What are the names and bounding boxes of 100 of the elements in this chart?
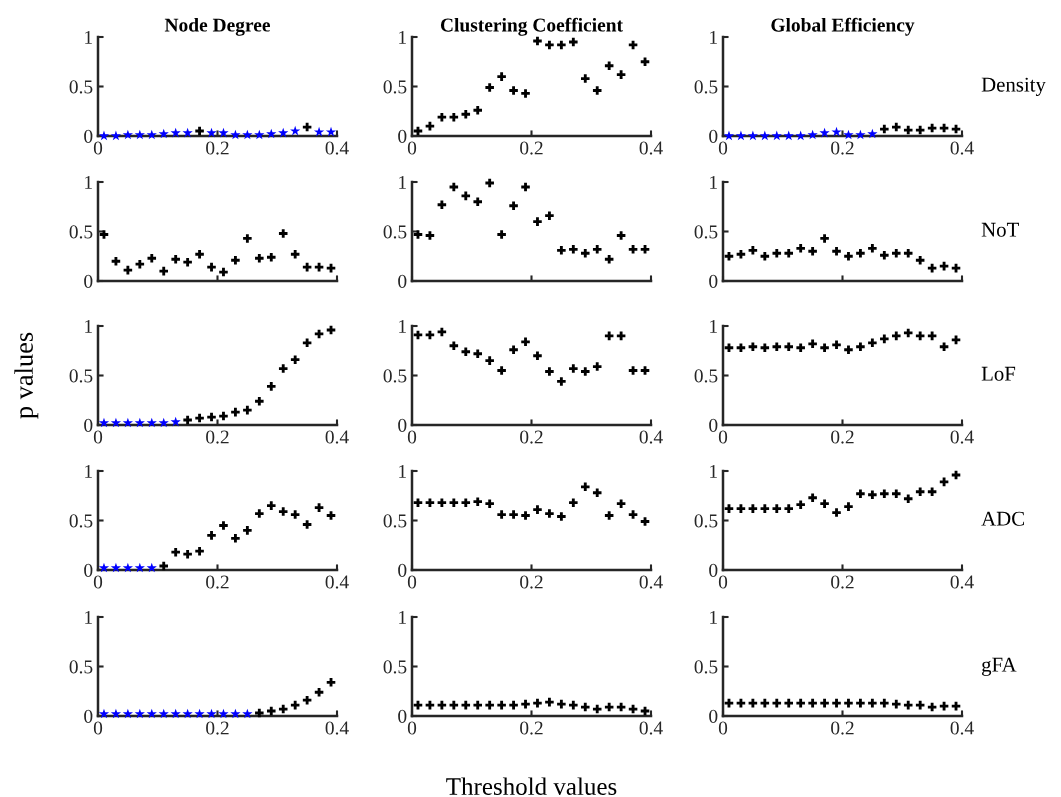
y-tick-label: 0.5: [383, 514, 407, 528]
point: [509, 510, 518, 519]
point: [170, 416, 181, 427]
point: [110, 130, 122, 141]
point: [545, 509, 554, 518]
point: [545, 211, 554, 220]
point: [302, 695, 312, 705]
point: [485, 700, 494, 710]
point: [171, 547, 180, 557]
point: [509, 700, 518, 710]
x-tick-label: 0.2: [520, 575, 543, 589]
y-tick-label: 1: [399, 30, 406, 44]
point: [497, 366, 506, 375]
point: [182, 708, 193, 719]
y-tick-label: 0.5: [69, 225, 93, 239]
point: [844, 251, 853, 261]
point: [122, 562, 133, 573]
point: [98, 708, 110, 719]
point: [218, 708, 229, 719]
point: [290, 700, 300, 710]
point: [939, 477, 949, 487]
point: [533, 505, 542, 514]
y-tick-label: 0.5: [383, 80, 407, 94]
y-tick-label: 0.5: [69, 80, 93, 94]
point: [485, 356, 494, 365]
point: [604, 61, 614, 70]
point: [314, 329, 324, 339]
x-tick-label: 0.2: [206, 430, 229, 444]
point: [278, 229, 288, 238]
point: [628, 245, 638, 254]
point: [230, 708, 241, 719]
point: [134, 708, 145, 719]
point: [134, 129, 145, 140]
y-tick-label: 0: [709, 563, 718, 577]
point: [533, 351, 542, 360]
point: [844, 345, 853, 355]
point: [808, 247, 817, 256]
y-tick-label: 0.5: [694, 80, 718, 94]
y-tick-label: 1: [399, 610, 406, 624]
chart-title: Node Degree: [164, 17, 270, 36]
point: [134, 562, 145, 573]
y-tick-label: 1: [710, 175, 717, 189]
y-tick-label: 0: [398, 129, 407, 143]
point: [123, 265, 133, 275]
point: [772, 249, 782, 258]
point: [832, 340, 841, 350]
point: [820, 343, 829, 353]
point: [604, 254, 614, 264]
point: [461, 109, 471, 119]
point: [461, 191, 471, 201]
point: [580, 482, 590, 492]
point: [219, 521, 228, 530]
point: [158, 708, 169, 719]
point: [939, 261, 949, 271]
text: gFA: [982, 657, 1017, 676]
point: [110, 708, 122, 719]
x-tick-label: 0.4: [325, 430, 349, 444]
point: [927, 331, 937, 341]
point: [521, 337, 530, 347]
point: [461, 347, 471, 357]
point: [497, 230, 506, 239]
y-axis-title: p values: [14, 332, 39, 419]
point: [545, 367, 554, 376]
y-tick-label: 0.5: [694, 514, 718, 528]
point: [159, 266, 169, 276]
point: [449, 700, 459, 710]
point: [266, 128, 277, 139]
point: [122, 417, 133, 428]
x-tick-label: 0.2: [831, 575, 854, 589]
point: [314, 687, 324, 697]
text: Density: [981, 77, 1046, 96]
point: [231, 407, 240, 417]
point: [808, 339, 817, 349]
point: [760, 251, 770, 261]
point: [302, 122, 312, 132]
point: [425, 330, 435, 340]
y-tick-label: 1: [85, 30, 92, 44]
x-tick-label: 0.4: [639, 721, 663, 735]
point: [135, 259, 145, 269]
point: [98, 562, 110, 573]
point: [628, 366, 638, 375]
point: [425, 498, 435, 507]
point: [748, 504, 758, 513]
point: [569, 498, 578, 507]
y-tick-label: 0: [709, 274, 718, 288]
point: [760, 504, 770, 513]
point: [616, 331, 626, 341]
y-tick-label: 1: [710, 319, 717, 333]
point: [147, 253, 157, 263]
y-tick-label: 1: [710, 464, 717, 478]
point: [903, 249, 913, 258]
point: [278, 364, 288, 373]
y-tick-label: 0.5: [694, 660, 718, 674]
point: [868, 490, 877, 500]
point: [891, 249, 901, 258]
point: [616, 231, 626, 240]
point: [604, 702, 614, 712]
point: [856, 489, 865, 499]
x-tick-label: 0.2: [520, 141, 543, 155]
y-tick-label: 0: [398, 709, 407, 723]
